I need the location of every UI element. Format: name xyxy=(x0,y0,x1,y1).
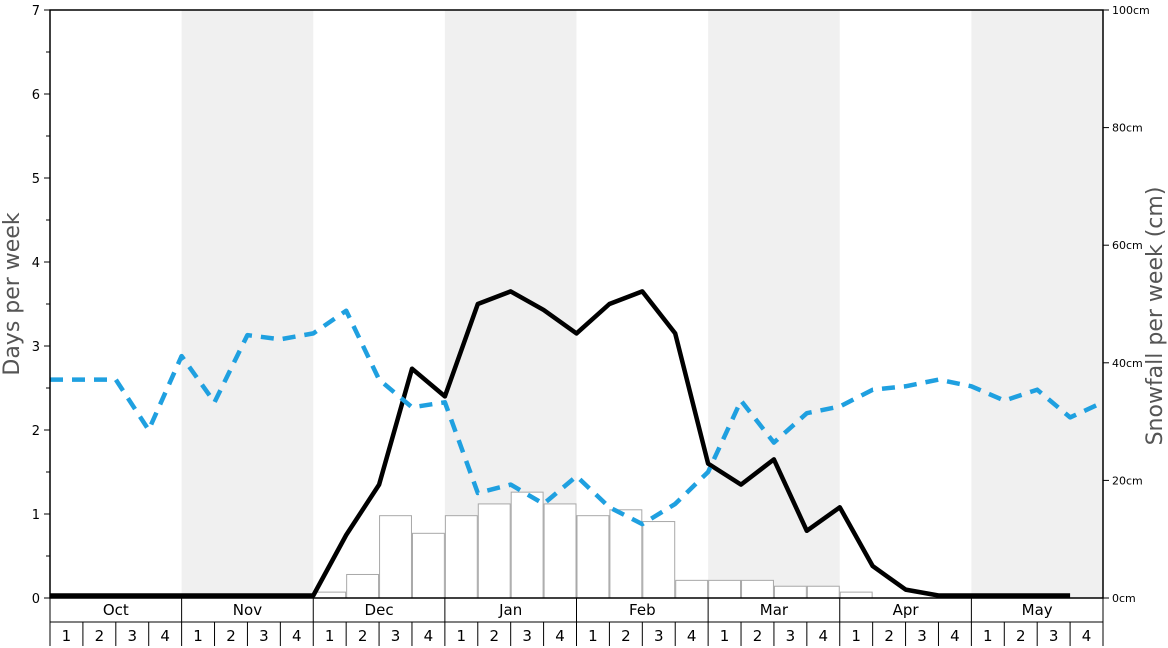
snowfall-bar xyxy=(444,515,478,599)
right-axis: 0cm 20cm 40cm 60cm 80cm 100cm xyxy=(1103,4,1150,605)
snowfall-bar xyxy=(313,591,347,599)
week-label: 2 xyxy=(884,627,894,645)
week-label: 4 xyxy=(160,627,170,645)
week-label: 2 xyxy=(621,627,631,645)
week-label: 3 xyxy=(522,627,532,645)
snowfall-bar xyxy=(510,491,544,599)
right-tick-label: 100cm xyxy=(1112,4,1150,17)
month-label-mar: Mar xyxy=(760,601,789,619)
month-label-apr: Apr xyxy=(893,601,920,619)
left-tick-label: 4 xyxy=(32,256,40,271)
week-label: 2 xyxy=(226,627,236,645)
right-axis-title: Snowfall per week (cm) xyxy=(1143,187,1168,446)
week-label: 3 xyxy=(917,627,927,645)
week-label: 1 xyxy=(325,627,335,645)
week-label: 1 xyxy=(851,627,861,645)
snowfall-bar xyxy=(741,579,774,599)
week-label: 3 xyxy=(1049,627,1059,645)
week-label: 1 xyxy=(62,627,72,645)
left-tick-label: 3 xyxy=(32,340,40,355)
right-tick-label: 0cm xyxy=(1112,592,1136,605)
month-label-nov: Nov xyxy=(233,601,262,619)
week-label: 4 xyxy=(292,627,302,645)
week-label: 4 xyxy=(819,627,829,645)
month-label-feb: Feb xyxy=(629,601,656,619)
left-tick-label: 1 xyxy=(32,508,40,523)
week-label: 4 xyxy=(687,627,697,645)
snowfall-bar xyxy=(642,521,676,599)
right-tick-label: 20cm xyxy=(1112,474,1143,487)
snowfall-bar xyxy=(411,532,445,599)
week-label: 1 xyxy=(193,627,203,645)
week-label: 1 xyxy=(457,627,467,645)
week-label: 3 xyxy=(127,627,137,645)
week-label: 1 xyxy=(720,627,730,645)
left-tick-label: 7 xyxy=(32,4,40,19)
week-label: 4 xyxy=(950,627,960,645)
left-axis-title: Days per week xyxy=(0,212,25,375)
week-label: 4 xyxy=(555,627,565,645)
month-band-mar xyxy=(708,10,840,598)
week-label: 4 xyxy=(424,627,434,645)
snowfall-bar xyxy=(609,509,643,599)
month-week-axis: Oct 1 2 3 4 Nov 1 2 3 4 Dec 1 2 3 4 Jan 1 2 3 4 Feb 1 2 3 4 Mar 1 2… xyxy=(49,598,1104,646)
week-label: 2 xyxy=(95,627,105,645)
snowfall-bar xyxy=(806,585,840,599)
month-label-oct: Oct xyxy=(103,601,129,619)
month-label-may: May xyxy=(1022,601,1053,619)
week-label: 2 xyxy=(489,627,499,645)
left-tick-label: 6 xyxy=(32,88,40,103)
snowfall-bar xyxy=(379,515,412,599)
month-label-dec: Dec xyxy=(365,601,394,619)
solid-days-line xyxy=(50,289,1071,598)
left-axis: 0 1 2 3 4 5 6 7 xyxy=(32,4,50,607)
right-tick-label: 80cm xyxy=(1112,122,1143,135)
week-label: 4 xyxy=(1082,627,1092,645)
week-label: 1 xyxy=(983,627,993,645)
snowfall-bar xyxy=(773,585,807,599)
snowfall-bar xyxy=(576,515,610,599)
month-band-nov xyxy=(181,10,314,598)
month-shading xyxy=(181,10,1103,598)
week-label: 3 xyxy=(391,627,401,645)
snowfall-bars xyxy=(313,491,873,599)
snowfall-bar xyxy=(675,579,709,599)
snowfall-bar xyxy=(543,503,577,599)
week-label: 2 xyxy=(1016,627,1026,645)
week-label: 3 xyxy=(654,627,664,645)
snowfall-bar xyxy=(346,573,380,599)
week-label: 3 xyxy=(259,627,269,645)
month-band-may xyxy=(971,10,1103,598)
dashed-days-line xyxy=(50,308,1104,527)
snowfall-bar xyxy=(708,579,742,599)
snowfall-bar xyxy=(839,591,873,599)
month-label-jan: Jan xyxy=(498,601,522,619)
week-label: 2 xyxy=(753,627,763,645)
left-tick-label: 2 xyxy=(32,424,40,439)
right-tick-label: 40cm xyxy=(1112,357,1143,370)
week-label: 2 xyxy=(358,627,368,645)
left-tick-label: 0 xyxy=(32,592,40,607)
day-lines xyxy=(50,289,1104,598)
week-label: 3 xyxy=(786,627,796,645)
snowfall-bar xyxy=(477,503,511,599)
right-tick-label: 60cm xyxy=(1112,239,1143,252)
left-tick-label: 5 xyxy=(32,172,40,187)
week-label: 1 xyxy=(588,627,598,645)
